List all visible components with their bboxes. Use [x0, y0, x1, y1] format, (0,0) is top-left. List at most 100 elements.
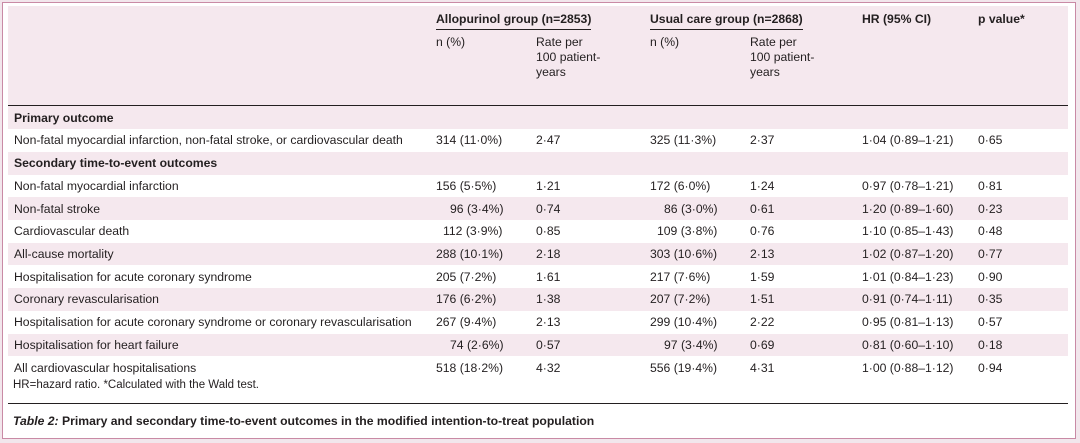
usual-care-n: 86 (3·0%): [664, 201, 718, 216]
hazard-ratio: 1·20 (0·89–1·60): [862, 201, 954, 216]
section-heading: Secondary time-to-event outcomes: [14, 156, 218, 171]
section-heading: Primary outcome: [8, 105, 1068, 129]
allopurinol-rate: 0·74: [536, 201, 561, 216]
outcome-label: Coronary revascularisation: [14, 292, 159, 307]
p-value: 0·94: [978, 360, 1003, 375]
usual-care-n: 325 (11·3%): [650, 133, 717, 148]
p-value: 0·90: [978, 269, 1003, 284]
allopurinol-n: 96 (3·4%): [450, 201, 504, 216]
allopurinol-rate: 4·32: [536, 360, 561, 375]
p-value: 0·65: [978, 133, 1003, 148]
allopurinol-rate: 2·13: [536, 315, 561, 330]
table-footnote: HR=hazard ratio. *Calculated with the Wa…: [13, 379, 259, 391]
allopurinol-n: 176 (6·2%): [436, 292, 497, 307]
outcome-label: Non-fatal myocardial infarction, non-fat…: [14, 133, 403, 148]
header-row-groups: Allopurinol group (n=2853) Usual care gr…: [8, 6, 1068, 32]
table-number: Table 2:: [13, 414, 59, 428]
table-row: Non-fatal myocardial infarction, non-fat…: [8, 129, 1068, 152]
secondary-outcome-heading-row: Secondary time-to-event outcomes: [8, 151, 1068, 175]
hr-header: HR (95% CI): [862, 12, 932, 26]
usual-care-rate: 4·31: [750, 360, 775, 375]
p-value: 0·77: [978, 247, 1003, 262]
usual-care-n: 556 (19·4%): [650, 360, 718, 375]
allopurinol-rate: 2·47: [536, 133, 561, 148]
hazard-ratio: 1·02 (0·87–1·20): [862, 247, 954, 262]
header-row-sub: n (%) Rate per 100 patient-years n (%) Ra…: [8, 32, 1068, 106]
allopurinol-rate: 1·61: [536, 269, 561, 284]
allopurinol-rate: 1·38: [536, 292, 561, 307]
usual-care-rate: 2·37: [750, 133, 775, 148]
allopurinol-group-label: Allopurinol group (n=2853): [436, 12, 592, 30]
usual-care-n: 299 (10·4%): [650, 315, 718, 330]
table-row: Hospitalisation for acute coronary syndr…: [8, 265, 1068, 289]
table-row: Non-fatal stroke 96 (3·4%) 0·74 86 (3·0%…: [8, 197, 1068, 221]
usual-care-n: 109 (3·8%): [657, 224, 718, 239]
usual-care-group-header: Usual care group (n=2868): [650, 6, 862, 32]
usual-care-rate: 0·76: [750, 224, 775, 239]
allopurinol-n: 74 (2·6%): [450, 337, 504, 352]
outcome-label: Hospitalisation for heart failure: [14, 337, 179, 352]
hazard-ratio: 0·97 (0·78–1·21): [862, 179, 954, 194]
hazard-ratio: 0·91 (0·74–1·11): [862, 292, 953, 307]
hazard-ratio: 1·04 (0·89–1·21): [862, 133, 954, 148]
p-value: 0·48: [978, 224, 1003, 239]
p-value-header: p value*: [978, 12, 1025, 26]
outcome-label: Cardiovascular death: [14, 224, 130, 239]
outcome-label: Hospitalisation for acute coronary syndr…: [14, 315, 412, 330]
usual-care-n: 97 (3·4%): [664, 337, 718, 352]
usual-care-rate: 0·61: [750, 201, 775, 216]
usual-care-n: 217 (7·6%): [650, 269, 711, 284]
outcome-label: Hospitalisation for acute coronary syndr…: [14, 269, 252, 284]
table-row: Coronary revascularisation 176 (6·2%) 1·…: [8, 288, 1068, 311]
p-value: 0·57: [978, 315, 1003, 330]
hazard-ratio: 1·00 (0·88–1·12): [862, 360, 954, 375]
allopurinol-n: 288 (10·1%): [436, 247, 504, 262]
hazard-ratio: 0·95 (0·81–1·13): [862, 315, 954, 330]
allopurinol-rate: 0·57: [536, 337, 561, 352]
allopurinol-n: 112 (3·9%): [443, 224, 503, 239]
table-row: All cardiovascular hospitalisations 518 …: [8, 356, 1068, 379]
usual-care-group-label: Usual care group (n=2868): [650, 12, 803, 30]
outcome-label: All-cause mortality: [14, 247, 114, 262]
allopurinol-rate: 1·21: [536, 179, 561, 194]
usual-care-rate: 0·69: [750, 337, 775, 352]
usual-care-rate: 1·59: [750, 269, 775, 284]
table-row: Hospitalisation for acute coronary syndr…: [8, 310, 1068, 334]
usual-care-rate: 1·51: [750, 292, 775, 307]
allopurinol-n: 267 (9·4%): [436, 315, 497, 330]
allopurinol-n: 314 (11·0%): [436, 133, 503, 148]
p-value: 0·23: [978, 201, 1003, 216]
usual-care-rate: 2·13: [750, 247, 775, 262]
allopurinol-n-header: n (%): [436, 35, 466, 49]
allopurinol-group-header: Allopurinol group (n=2853): [436, 6, 650, 32]
usual-care-rate: 1·24: [750, 179, 775, 194]
caption-text: Primary and secondary time-to-event outc…: [58, 414, 595, 428]
usual-care-n: 207 (7·2%): [650, 292, 711, 307]
p-value: 0·18: [978, 337, 1003, 352]
p-value: 0·35: [978, 292, 1003, 307]
usual-care-rate: 2·22: [750, 315, 775, 330]
primary-outcome-heading-row: Primary outcome: [8, 105, 1068, 129]
allopurinol-rate: 2·18: [536, 247, 561, 262]
table-row: Non-fatal myocardial infarction 156 (5·5…: [8, 174, 1068, 198]
allopurinol-n: 205 (7·2%): [436, 269, 497, 284]
hazard-ratio: 0·81 (0·60–1·10): [862, 337, 954, 352]
usual-care-n: 303 (10·6%): [650, 247, 718, 262]
outcome-label: All cardiovascular hospitalisations: [14, 360, 197, 375]
usual-care-n-header: n (%): [650, 35, 680, 49]
table-row: Cardiovascular death 112 (3·9%) 0·85 109…: [8, 220, 1068, 243]
table-row: Hospitalisation for heart failure 74 (2·…: [8, 333, 1068, 357]
allopurinol-rate: 0·85: [536, 224, 561, 239]
p-value: 0·81: [978, 179, 1003, 194]
table-caption: Table 2: Primary and secondary time-to-e…: [8, 403, 1068, 433]
allopurinol-n: 518 (18·2%): [436, 360, 504, 375]
usual-care-n: 172 (6·0%): [650, 179, 711, 194]
hazard-ratio: 1·01 (0·84–1·23): [862, 269, 954, 284]
outcomes-table: Allopurinol group (n=2853) Usual care gr…: [8, 6, 1068, 379]
outcome-label: Non-fatal myocardial infarction: [14, 179, 179, 194]
allopurinol-rate-header: Rate per 100 patient-years: [536, 35, 601, 79]
allopurinol-n: 156 (5·5%): [436, 179, 497, 194]
outcome-label: Non-fatal stroke: [14, 201, 101, 216]
table-row: All-cause mortality 288 (10·1%) 2·18 303…: [8, 242, 1068, 266]
